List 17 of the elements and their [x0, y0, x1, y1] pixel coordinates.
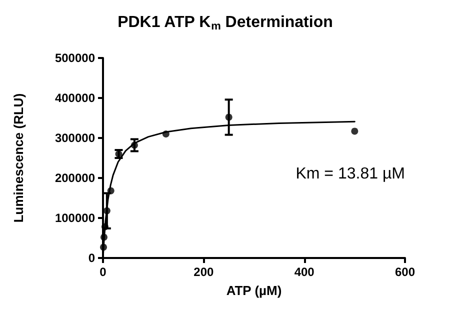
- x-tick-label: 400: [294, 265, 315, 279]
- x-tick-label: 0: [100, 265, 107, 279]
- x-tick-label: 600: [394, 265, 416, 279]
- point: [162, 130, 170, 138]
- point: [100, 234, 108, 241]
- y-tick-label: 100000: [54, 211, 96, 225]
- y-tick-label: 200000: [54, 171, 96, 185]
- y-axis-title: Luminescence (RLU): [11, 93, 26, 223]
- y-tick-label: 0: [88, 251, 96, 265]
- point: [351, 128, 358, 135]
- y-tick-label: 300000: [54, 131, 96, 145]
- point: [100, 244, 107, 251]
- x-axis-title: ATP (µM): [226, 283, 282, 298]
- annotation: Km = 13.81 µM: [296, 166, 405, 182]
- x-tick-label: 200: [194, 265, 214, 279]
- y-tick-label: 400000: [54, 91, 96, 105]
- y-tick-label: 500000: [54, 51, 96, 65]
